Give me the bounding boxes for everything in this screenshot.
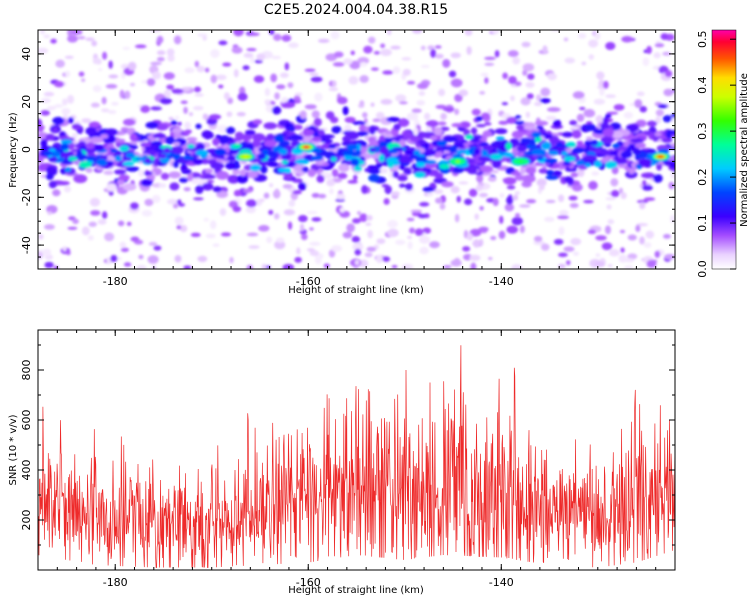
snr-x-tick: -160 — [296, 576, 321, 589]
colorbar-tick: 0.3 — [696, 122, 709, 140]
snr-y-tick: 600 — [20, 410, 33, 431]
colorbar-tick: 0.2 — [696, 168, 709, 186]
snr-line-plot — [38, 345, 675, 568]
snr-x-tick: -140 — [489, 576, 514, 589]
snr-x-tick: -180 — [103, 576, 128, 589]
snr-y-tick: 400 — [20, 460, 33, 481]
colorbar-axis: 0.0 0.1 0.2 0.3 0.4 0.5 — [696, 30, 736, 278]
snr-y-tick: 800 — [20, 360, 33, 381]
heatmap-x-tick: -160 — [296, 275, 321, 288]
heatmap-y-tick: 20 — [20, 95, 33, 109]
heatmap-y-tick: 0 — [20, 146, 33, 153]
snr-xlabel: Height of straight line (km) — [288, 585, 424, 596]
colorbar-tick: 0.1 — [696, 214, 709, 232]
heatmap-x-tick: -180 — [103, 275, 128, 288]
colorbar-tick: 0.5 — [696, 30, 709, 48]
colorbar-tick: 0.4 — [696, 76, 709, 94]
colorbar — [711, 29, 737, 270]
heatmap-x-tick: -140 — [489, 275, 514, 288]
heatmap-y-tick: -20 — [20, 188, 33, 206]
heatmap-xlabel: Height of straight line (km) — [288, 285, 424, 296]
snr-y-tick: 200 — [20, 510, 33, 531]
heatmap-y-tick: 40 — [20, 47, 33, 61]
snr-series-line — [38, 345, 675, 568]
colorbar-label: Normalized spectral amplitude — [739, 73, 750, 227]
colorbar-tick: 0.0 — [696, 260, 709, 278]
page-title: C2E5.2024.004.04.38.R15 — [264, 2, 448, 18]
heatmap-axes: -180 -160 -140 40 20 0 -20 -40 — [20, 29, 676, 288]
snr-frame — [37, 329, 676, 571]
heatmap-ylabel: Frequency (Hz) — [8, 112, 19, 188]
snr-axes: -180 -160 -140 200 400 600 800 — [20, 330, 676, 589]
snr-ylabel: SNR (10 * v/v) — [8, 414, 19, 485]
spectrogram-heatmap — [38, 30, 675, 269]
heatmap-y-tick: -40 — [20, 236, 33, 254]
